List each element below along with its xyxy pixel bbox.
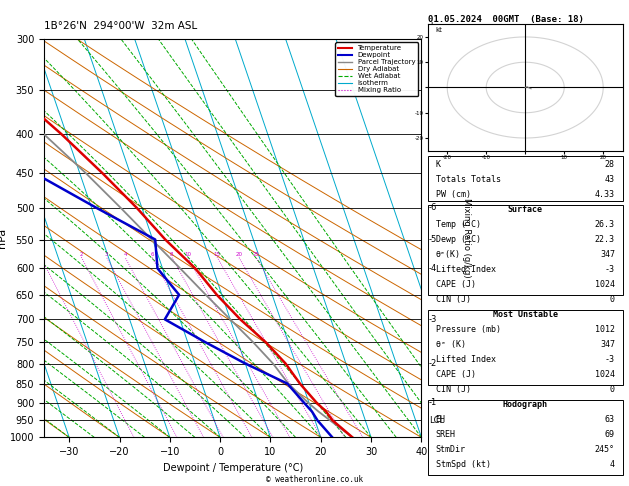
Text: 347: 347 bbox=[600, 250, 615, 259]
Text: Totals Totals: Totals Totals bbox=[435, 175, 501, 184]
Bar bbox=[428, 205, 623, 295]
Text: CAPE (J): CAPE (J) bbox=[435, 280, 476, 289]
Text: SREH: SREH bbox=[435, 431, 455, 439]
Text: 20: 20 bbox=[235, 252, 242, 257]
Text: Most Unstable: Most Unstable bbox=[493, 310, 558, 319]
Text: Lifted Index: Lifted Index bbox=[435, 265, 496, 274]
Text: 26.3: 26.3 bbox=[595, 220, 615, 229]
Text: Dewp (°C): Dewp (°C) bbox=[435, 235, 481, 244]
Text: kt: kt bbox=[435, 27, 442, 33]
Text: Lifted Index: Lifted Index bbox=[435, 355, 496, 364]
Text: CIN (J): CIN (J) bbox=[435, 385, 470, 394]
Text: -2: -2 bbox=[429, 359, 437, 368]
Text: 2: 2 bbox=[80, 252, 83, 257]
Text: 10: 10 bbox=[184, 252, 191, 257]
Text: -8: -8 bbox=[429, 86, 437, 94]
Text: 28: 28 bbox=[605, 160, 615, 169]
Text: 01.05.2024  00GMT  (Base: 18): 01.05.2024 00GMT (Base: 18) bbox=[428, 15, 584, 24]
Text: θᵉ (K): θᵉ (K) bbox=[435, 340, 465, 349]
Text: 1024: 1024 bbox=[595, 280, 615, 289]
Text: -6: -6 bbox=[429, 204, 437, 212]
Bar bbox=[428, 310, 623, 385]
Y-axis label: hPa: hPa bbox=[0, 228, 7, 248]
Text: -3: -3 bbox=[429, 315, 437, 324]
Text: 0: 0 bbox=[610, 385, 615, 394]
Text: 1B°26'N  294°00'W  32m ASL: 1B°26'N 294°00'W 32m ASL bbox=[44, 21, 198, 31]
Text: PW (cm): PW (cm) bbox=[435, 190, 470, 199]
Text: CAPE (J): CAPE (J) bbox=[435, 370, 476, 380]
Text: 245°: 245° bbox=[595, 446, 615, 454]
X-axis label: Dewpoint / Temperature (°C): Dewpoint / Temperature (°C) bbox=[163, 463, 303, 473]
Text: 4.33: 4.33 bbox=[595, 190, 615, 199]
Legend: Temperature, Dewpoint, Parcel Trajectory, Dry Adiabat, Wet Adiabat, Isotherm, Mi: Temperature, Dewpoint, Parcel Trajectory… bbox=[335, 42, 418, 96]
Text: 4: 4 bbox=[123, 252, 126, 257]
Text: 1024: 1024 bbox=[595, 370, 615, 380]
Bar bbox=[428, 156, 623, 201]
Text: -5: -5 bbox=[429, 235, 437, 244]
Text: -3: -3 bbox=[605, 355, 615, 364]
Text: 8: 8 bbox=[170, 252, 174, 257]
Text: 43: 43 bbox=[605, 175, 615, 184]
Text: -9: -9 bbox=[429, 35, 437, 43]
Text: -4: -4 bbox=[429, 264, 437, 273]
Text: 22.3: 22.3 bbox=[595, 235, 615, 244]
Text: 63: 63 bbox=[605, 416, 615, 424]
Text: CIN (J): CIN (J) bbox=[435, 295, 470, 304]
Text: -1: -1 bbox=[429, 398, 437, 407]
Text: θᵉ(K): θᵉ(K) bbox=[435, 250, 460, 259]
Text: 6: 6 bbox=[150, 252, 153, 257]
Text: Temp (°C): Temp (°C) bbox=[435, 220, 481, 229]
Text: Mixing Ratio (g/kg): Mixing Ratio (g/kg) bbox=[462, 198, 471, 278]
Text: km
ASL: km ASL bbox=[429, 22, 444, 42]
Text: 1012: 1012 bbox=[595, 325, 615, 334]
Text: 15: 15 bbox=[214, 252, 221, 257]
Text: 4: 4 bbox=[610, 460, 615, 469]
Text: EH: EH bbox=[435, 416, 445, 424]
Bar bbox=[428, 400, 623, 475]
Text: -7: -7 bbox=[429, 130, 437, 139]
Text: LCL: LCL bbox=[429, 416, 444, 425]
Text: 25: 25 bbox=[252, 252, 259, 257]
Text: Surface: Surface bbox=[508, 205, 543, 214]
Text: 0: 0 bbox=[610, 295, 615, 304]
Text: 3: 3 bbox=[104, 252, 108, 257]
Text: K: K bbox=[435, 160, 440, 169]
Text: © weatheronline.co.uk: © weatheronline.co.uk bbox=[266, 474, 363, 484]
Text: 1: 1 bbox=[39, 252, 43, 257]
Text: 347: 347 bbox=[600, 340, 615, 349]
Text: StmSpd (kt): StmSpd (kt) bbox=[435, 460, 491, 469]
Text: Pressure (mb): Pressure (mb) bbox=[435, 325, 501, 334]
Text: Hodograph: Hodograph bbox=[503, 400, 548, 409]
Text: 69: 69 bbox=[605, 431, 615, 439]
Text: StmDir: StmDir bbox=[435, 446, 465, 454]
Text: -3: -3 bbox=[605, 265, 615, 274]
